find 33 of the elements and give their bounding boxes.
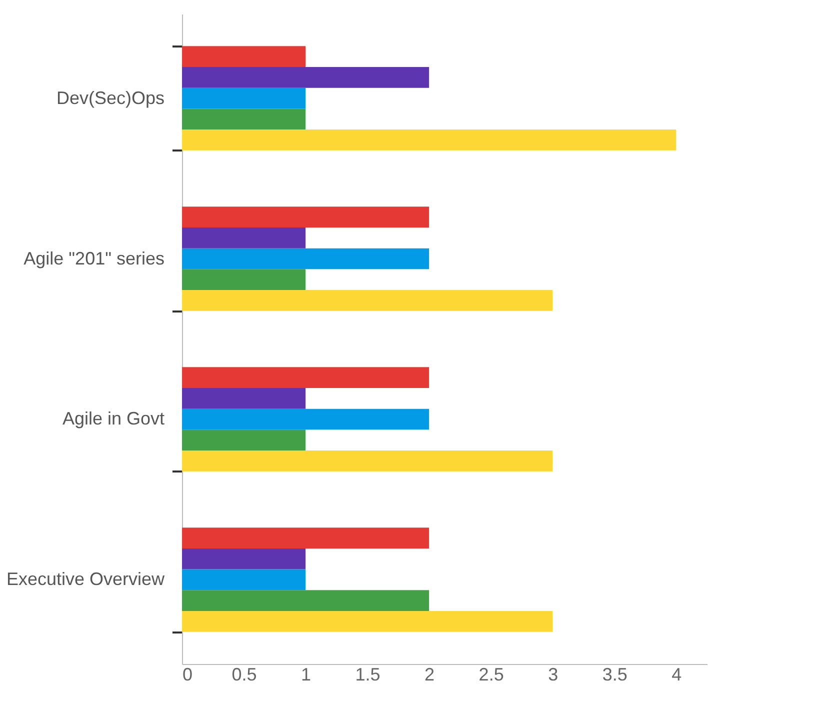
bar bbox=[182, 528, 430, 548]
bar bbox=[182, 269, 306, 290]
bar bbox=[182, 590, 430, 612]
x-tick-label: 3.5 bbox=[602, 664, 628, 684]
x-tick-label: 2 bbox=[424, 664, 435, 684]
bar bbox=[182, 227, 306, 248]
bar bbox=[182, 130, 676, 150]
x-tick-label: 1.5 bbox=[355, 664, 380, 684]
bar bbox=[182, 66, 430, 88]
bar bbox=[182, 430, 306, 451]
x-tick-label: 1 bbox=[301, 664, 312, 684]
bar bbox=[182, 611, 553, 632]
x-tick-label: 2.5 bbox=[478, 664, 504, 684]
y-tick-label: Agile "201" series bbox=[24, 248, 164, 268]
bar bbox=[182, 46, 306, 67]
bar bbox=[182, 108, 306, 130]
bar bbox=[182, 248, 430, 270]
bar bbox=[182, 88, 306, 109]
x-tick-label: 3 bbox=[548, 664, 558, 684]
y-tick-label: Dev(Sec)Ops bbox=[56, 88, 164, 108]
bar bbox=[182, 408, 430, 430]
bar bbox=[182, 367, 430, 388]
y-tick-label: Executive Overview bbox=[6, 569, 166, 590]
bar bbox=[182, 548, 306, 570]
bar bbox=[182, 569, 306, 590]
x-tick-label: 0.5 bbox=[232, 664, 257, 684]
bar bbox=[182, 290, 553, 311]
x-tick-label: 0 bbox=[182, 664, 193, 684]
x-tick-label: 4 bbox=[672, 664, 682, 684]
bar bbox=[182, 388, 306, 409]
y-tick-label: Agile in Govt bbox=[62, 408, 164, 429]
bar bbox=[182, 450, 553, 472]
bar bbox=[182, 206, 430, 228]
